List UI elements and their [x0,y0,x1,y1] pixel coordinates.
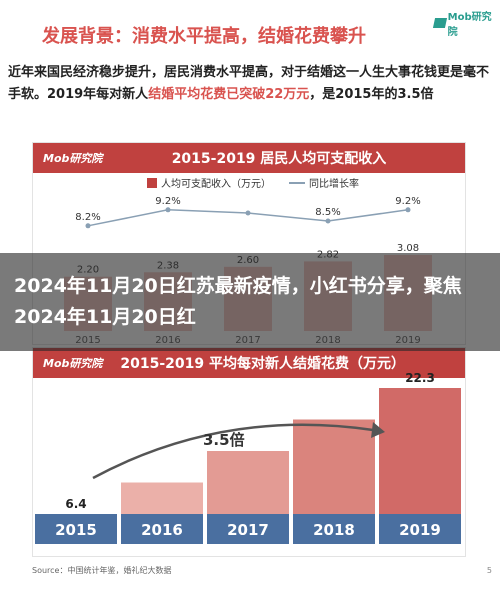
growth-arrowhead [371,422,385,438]
wedding-bar [293,419,375,514]
wedding-year-band [293,514,375,544]
growth-arrow [92,423,374,480]
income-chart-title: 2015-2019 居民人均可支配收入 [171,151,387,167]
intro-highlight: 结婚平均花费已突破22万元 [148,87,310,102]
headline-overlay[interactable]: 2024年11月20日红苏最新疫情，小红书分享，聚焦2024年11月20日红 [0,253,500,351]
wedding-chart-panel: Mob研究院 2015-2019 平均每对新人结婚花费（万元） 2015 6.4 2… [32,347,466,557]
brand-logo: Mob研究院 [432,8,500,38]
legend-item-income: 人均可支配收入（万元） [147,175,271,190]
income-chart-banner: Mob研究院 2015-2019 居民人均可支配收入 [33,143,465,173]
intro-text-2: ，是2015年的3.5倍 [309,87,434,102]
growth-point [245,210,251,216]
source-note: Source：中国统计年鉴，婚礼纪大数据 [32,566,172,575]
wedding-x-tick: 2016 [141,521,183,539]
legend-swatch-line [289,181,305,184]
growth-point-label: 9.2% [155,196,180,207]
growth-annotation: 3.5倍 [203,431,245,449]
income-bar-label: 3.08 [397,243,419,254]
overlay-title: 2024年11月20日红苏最新疫情，小红书分享，聚焦2024年11月20日红 [14,275,462,328]
wedding-chart-banner: Mob研究院 2015-2019 平均每对新人结婚花费（万元） [33,348,465,378]
wedding-year-band [207,514,289,544]
brand-icon [432,18,447,28]
growth-point-label: 8.5% [315,207,340,218]
wedding-year-band [121,514,203,544]
wedding-chart-plot: 2015 6.4 2016 2017 2018 2019 22.3 3.5倍 [35,371,461,544]
wedding-bar-label: 6.4 [65,497,86,511]
growth-point [165,207,171,213]
wedding-year-band [379,514,461,544]
legend-swatch-bar [147,177,157,188]
wedding-x-tick: 2019 [399,521,441,539]
wedding-chart-title: 2015-2019 平均每对新人结婚花费（万元） [120,356,405,372]
growth-point-label: 8.2% [75,212,100,223]
intro-text-1: 近年来国民经济稳步提升，居民消费水平提高，对于结婚这一人生大事花钱更是毫不手软。… [8,65,490,102]
income-chart-legend: 人均可支配收入（万元） 同比增长率 [147,175,359,190]
wedding-x-tick: 2018 [313,521,355,539]
wedding-year-band [35,514,117,544]
wedding-x-tick: 2015 [55,521,97,539]
growth-point [325,218,331,224]
wedding-bar [207,451,289,514]
growth-point [405,207,411,213]
wedding-x-tick: 2017 [227,521,269,539]
brand-name: Mob研究院 [447,12,492,38]
wedding-bar [121,482,203,514]
headline: 发展背景：消费水平提高，结婚花费攀升 [42,26,366,47]
wedding-bar-label: 22.3 [405,371,435,385]
wedding-bar [379,388,461,514]
legend-item-growth: 同比增长率 [289,175,359,190]
legend-label-growth: 同比增长率 [309,179,359,190]
banner-logo: Mob研究院 [43,357,103,370]
intro-paragraph: 近年来国民经济稳步提升，居民消费水平提高，对于结婚这一人生大事花钱更是毫不手软。… [8,62,494,106]
legend-label-income: 人均可支配收入（万元） [161,179,271,190]
growth-point [85,223,91,229]
banner-logo: Mob研究院 [43,152,103,165]
growth-point-label: 9.2% [395,196,420,207]
page-number: 5 [486,566,492,575]
